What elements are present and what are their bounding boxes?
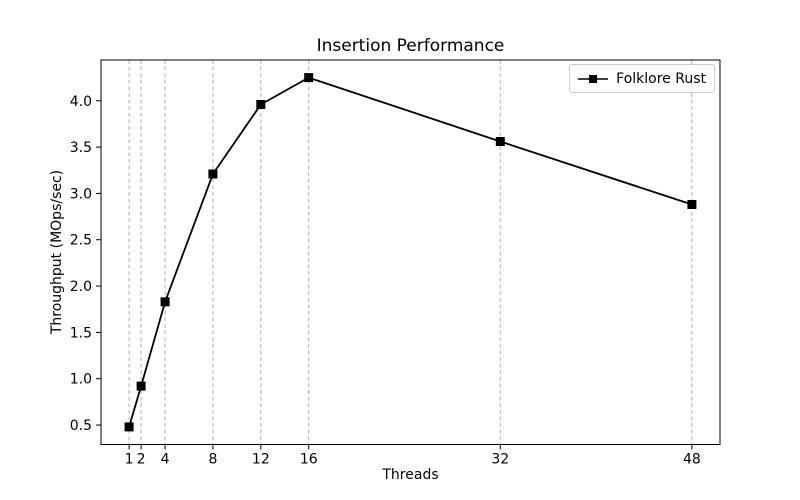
y-tick-label: 1.5 xyxy=(70,325,92,341)
y-tick-label: 3.0 xyxy=(70,186,92,202)
data-point-marker xyxy=(687,200,697,209)
chart-title: Insertion Performance xyxy=(316,36,505,56)
legend-line-marker-icon xyxy=(578,74,609,83)
data-point-marker xyxy=(304,73,314,83)
y-tick-label: 3.5 xyxy=(70,140,92,156)
data-point-marker xyxy=(160,297,170,307)
x-tick-label: 8 xyxy=(208,452,217,468)
axes-border xyxy=(100,59,721,445)
data-point-marker xyxy=(495,137,505,146)
data-line xyxy=(128,76,693,428)
x-tick-label: 1 xyxy=(125,452,134,468)
legend: Folklore Rust xyxy=(569,64,715,93)
data-point-marker xyxy=(124,422,134,432)
data-point-marker xyxy=(256,100,266,109)
x-tick-label: 12 xyxy=(252,452,270,468)
x-axis-label: Threads xyxy=(382,467,439,483)
y-tick-label: 4.0 xyxy=(70,94,92,110)
x-tick-label: 2 xyxy=(137,452,146,468)
y-tick-label: 0.5 xyxy=(70,418,92,434)
x-tick-label: 16 xyxy=(300,452,318,468)
x-tick-label: 32 xyxy=(491,452,509,468)
x-tick-label: 4 xyxy=(161,452,170,468)
data-point-marker xyxy=(136,381,146,391)
x-tick-label: 48 xyxy=(683,452,701,468)
y-tick-label: 2.0 xyxy=(70,279,92,295)
y-tick-label: 2.5 xyxy=(70,233,92,249)
y-axis-label: Throughput (MOps/sec) xyxy=(49,169,65,335)
data-point-marker xyxy=(208,169,218,179)
legend-label: Folklore Rust xyxy=(616,70,706,87)
y-tick-label: 1.0 xyxy=(70,372,92,388)
